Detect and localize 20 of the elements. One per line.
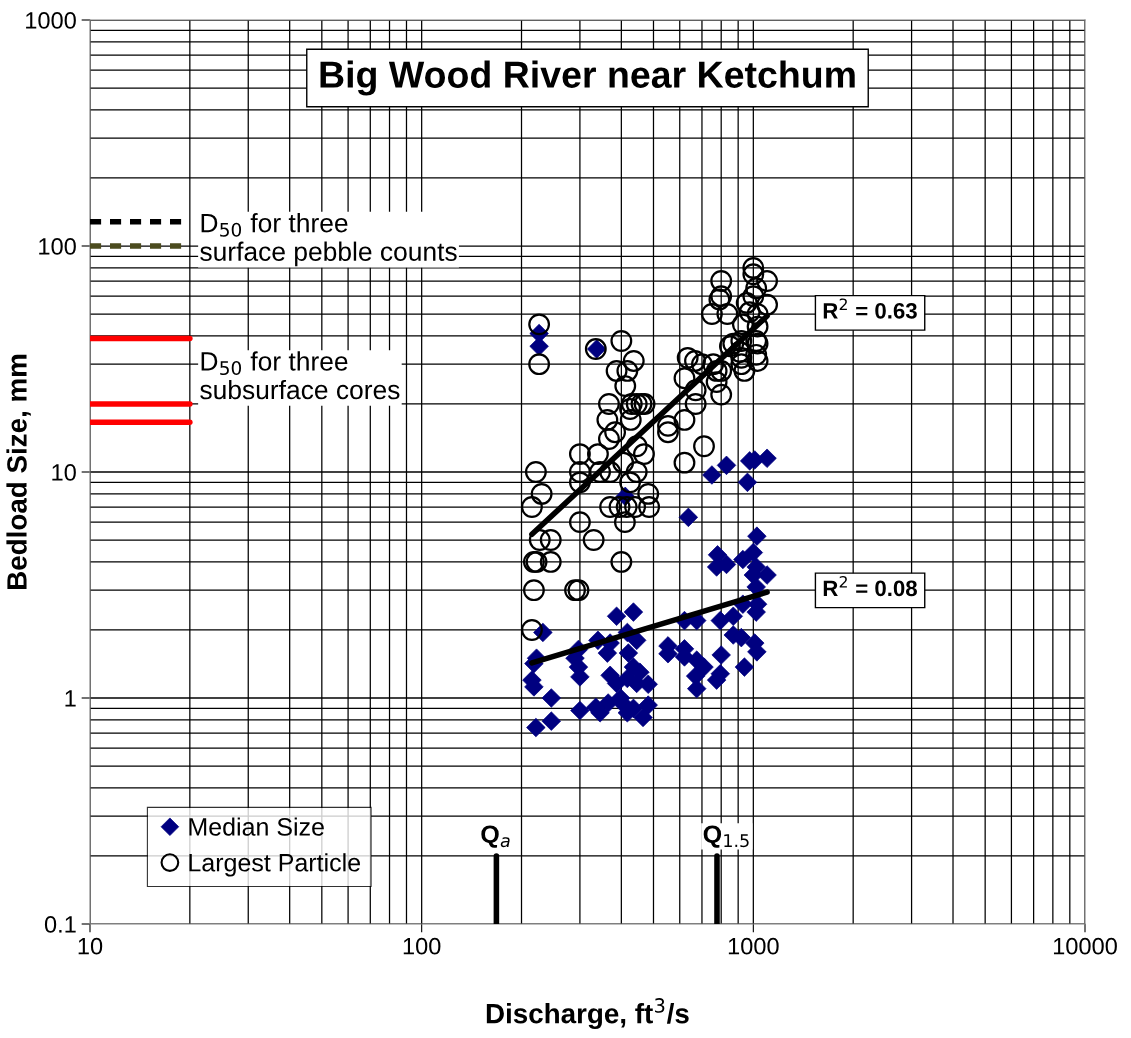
y-tick-label: 0.1 bbox=[44, 916, 76, 933]
y-tick-label: 1000 bbox=[26, 12, 76, 29]
y-tick-label: 1 bbox=[65, 690, 76, 707]
legend-label: Largest Particle bbox=[189, 853, 360, 877]
x-axis-title: Discharge, ft$^{3}$/s bbox=[486, 998, 689, 1030]
y-tick-label: 100 bbox=[39, 238, 76, 255]
x-tick-label: 1000 bbox=[728, 937, 779, 955]
text: Big Wood River near Ketchum bbox=[320, 60, 855, 96]
x-tick-label: 100 bbox=[403, 937, 441, 955]
x-tick-label: 10000 bbox=[1053, 937, 1117, 955]
y-tick-label: 10 bbox=[52, 464, 76, 481]
annotation: R$^{2}$ = 0.08 bbox=[823, 575, 917, 597]
annotation: Q$_{a}$ bbox=[481, 825, 510, 848]
annotation: D$_{50}$ for three subsurface cores bbox=[200, 351, 400, 400]
annotation: Q$_{1.5}$ bbox=[703, 825, 749, 848]
y-axis-title: Bedload Size, mm bbox=[6, 354, 31, 589]
annotation: R$^{2}$ = 0.63 bbox=[823, 298, 917, 319]
x-tick-label: 10 bbox=[78, 937, 103, 955]
legend-label: Median Size bbox=[189, 817, 324, 836]
annotation: D$_{50}$ for three surface pebble counts bbox=[200, 213, 457, 267]
